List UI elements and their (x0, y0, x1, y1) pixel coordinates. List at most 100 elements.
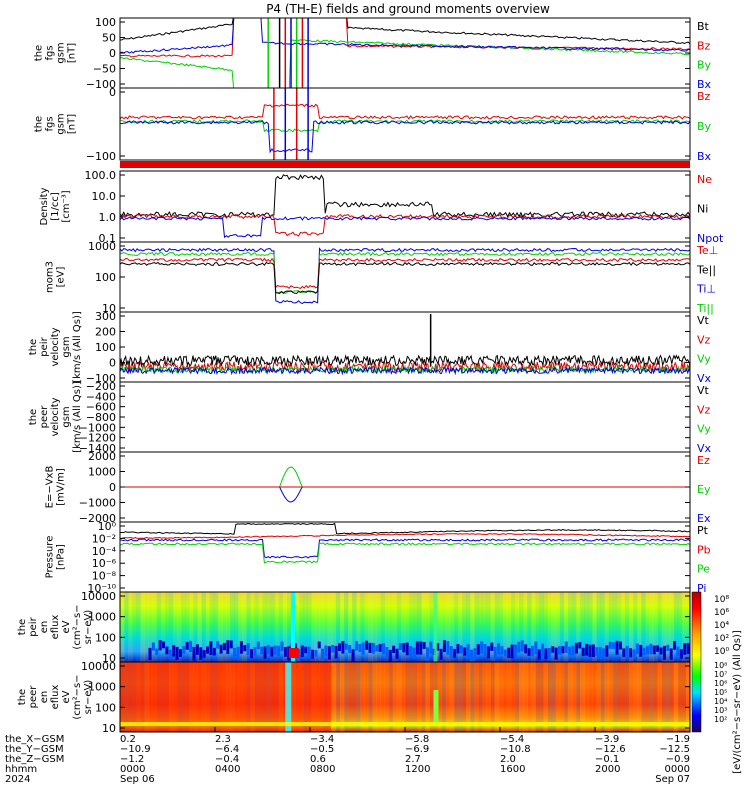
x-axis-value: −3.4 (310, 734, 334, 745)
y-axis-label-line: [eV] (56, 267, 67, 288)
y-tick-label: −1000 (79, 497, 116, 510)
spectrogram-noise (192, 646, 196, 661)
spectrogram-column (462, 662, 467, 732)
spectrogram-noise (541, 643, 545, 658)
spectrogram-noise (263, 646, 267, 659)
spectrogram-noise (341, 641, 345, 654)
spectrogram-column (311, 592, 316, 662)
panel-plot-area (120, 466, 690, 503)
spectrogram-column (152, 592, 158, 662)
spectrogram-region (120, 662, 331, 732)
y-axis-label-line: fgs (45, 45, 56, 60)
spectrogram-column (620, 662, 626, 732)
x-axis-value: 1200 (405, 764, 430, 775)
spectrogram-noise (659, 647, 663, 655)
y-axis-label-line: velocity (50, 327, 61, 366)
spectrogram-noise (493, 646, 497, 660)
spectrogram-column (343, 662, 349, 732)
y-axis-label-line: [cm⁻³] (61, 190, 72, 222)
spectrogram-column (628, 662, 634, 732)
spectrogram-column (274, 592, 280, 662)
spectrogram-noise (277, 645, 281, 657)
spectrogram-column (335, 592, 341, 662)
spectrogram-column (172, 592, 178, 662)
legend-entry-red: Vz (697, 333, 711, 346)
x-axis-row-label: hhmm (5, 764, 37, 775)
y-tick-label: 0.1 (99, 232, 117, 245)
colorbar-tick: 10⁶ (714, 679, 727, 688)
legend-entry-green: Vy (697, 353, 711, 366)
y-axis-label-line: [nT] (67, 114, 78, 134)
x-axis-value: −6.4 (215, 744, 239, 755)
spectrogram-noise (510, 644, 514, 659)
y-tick-label: 1.0 (99, 211, 117, 224)
spectrogram-column (319, 592, 325, 662)
y-axis-label-line: peer (28, 685, 39, 709)
y-tick-label: −1400 (79, 442, 116, 455)
spectrogram-column (637, 592, 642, 662)
spectrogram-noise (561, 646, 565, 654)
y-axis-label-line: Pressure (45, 536, 56, 579)
spectrogram-column (584, 592, 589, 662)
spectrogram-column (510, 662, 516, 732)
spectrogram-noise (439, 648, 443, 660)
spectrogram-column (189, 592, 194, 662)
legend-entry-blue: Pi (697, 582, 706, 595)
spectrogram-noise (514, 644, 518, 658)
spectrogram-column (669, 662, 675, 732)
legend-entry-green: By (697, 59, 712, 72)
colorbar-tick: 10⁴ (714, 621, 729, 631)
spectrogram-noise (520, 640, 524, 652)
spectrogram-noise (544, 648, 548, 659)
spectrogram-column (535, 662, 540, 732)
spectrogram-column (278, 592, 284, 662)
spectrogram-noise (666, 644, 670, 651)
spectrogram-noise (361, 642, 365, 655)
spectrogram-noise (642, 647, 646, 656)
y-axis-label-line: Density (39, 187, 50, 225)
spectrogram-spike (291, 592, 295, 662)
y-axis-label-line: [mV/m] (56, 468, 67, 506)
spectrogram-column (343, 592, 349, 662)
y-tick-label: −100 (86, 372, 116, 385)
spectrogram-column (596, 662, 601, 732)
x-axis-value: 0000 (665, 764, 690, 775)
x-axis-value: −0.5 (310, 744, 334, 755)
panel-plot-area (120, 174, 690, 239)
spectrogram-noise (622, 648, 626, 657)
spectrogram-spike (433, 690, 439, 725)
x-axis-value: 0.2 (120, 734, 136, 745)
spectrogram-noise (182, 646, 186, 654)
spectrogram-column (498, 592, 504, 662)
colorbar-tick: 10⁶ (714, 608, 729, 618)
spectrogram-column (677, 592, 683, 662)
spectrogram-column (616, 662, 622, 732)
spectrogram-column (128, 592, 133, 662)
spectrogram-noise (294, 643, 298, 652)
spectrogram-column (576, 592, 581, 662)
spectrogram-column (164, 592, 170, 662)
y-tick-label: 200 (95, 326, 116, 339)
spectrogram-noise (436, 643, 440, 651)
spectrogram-column (527, 592, 532, 662)
spectrogram-noise (392, 645, 396, 654)
spectrogram-noise (453, 648, 457, 659)
y-tick-label: 1000 (88, 611, 116, 624)
x-axis-value: −5.4 (500, 734, 524, 745)
spectrogram-column (514, 592, 520, 662)
spectrogram-noise (283, 647, 287, 657)
spectrogram-noise (476, 644, 480, 655)
spectrogram-column (356, 592, 361, 662)
y-tick-label: −200 (86, 380, 116, 393)
spectrogram-noise (338, 643, 342, 652)
spectrogram-column (673, 662, 679, 732)
spectrogram-column (657, 592, 662, 662)
spectrogram-column (681, 592, 687, 662)
series-line-bt (120, 18, 690, 45)
spectrogram-column (315, 592, 320, 662)
spectrogram-column (246, 592, 251, 662)
series-line-npot (120, 216, 690, 239)
spectrogram-column (641, 592, 646, 662)
spectrogram-column (665, 662, 671, 732)
spectrogram-noise (300, 645, 304, 657)
